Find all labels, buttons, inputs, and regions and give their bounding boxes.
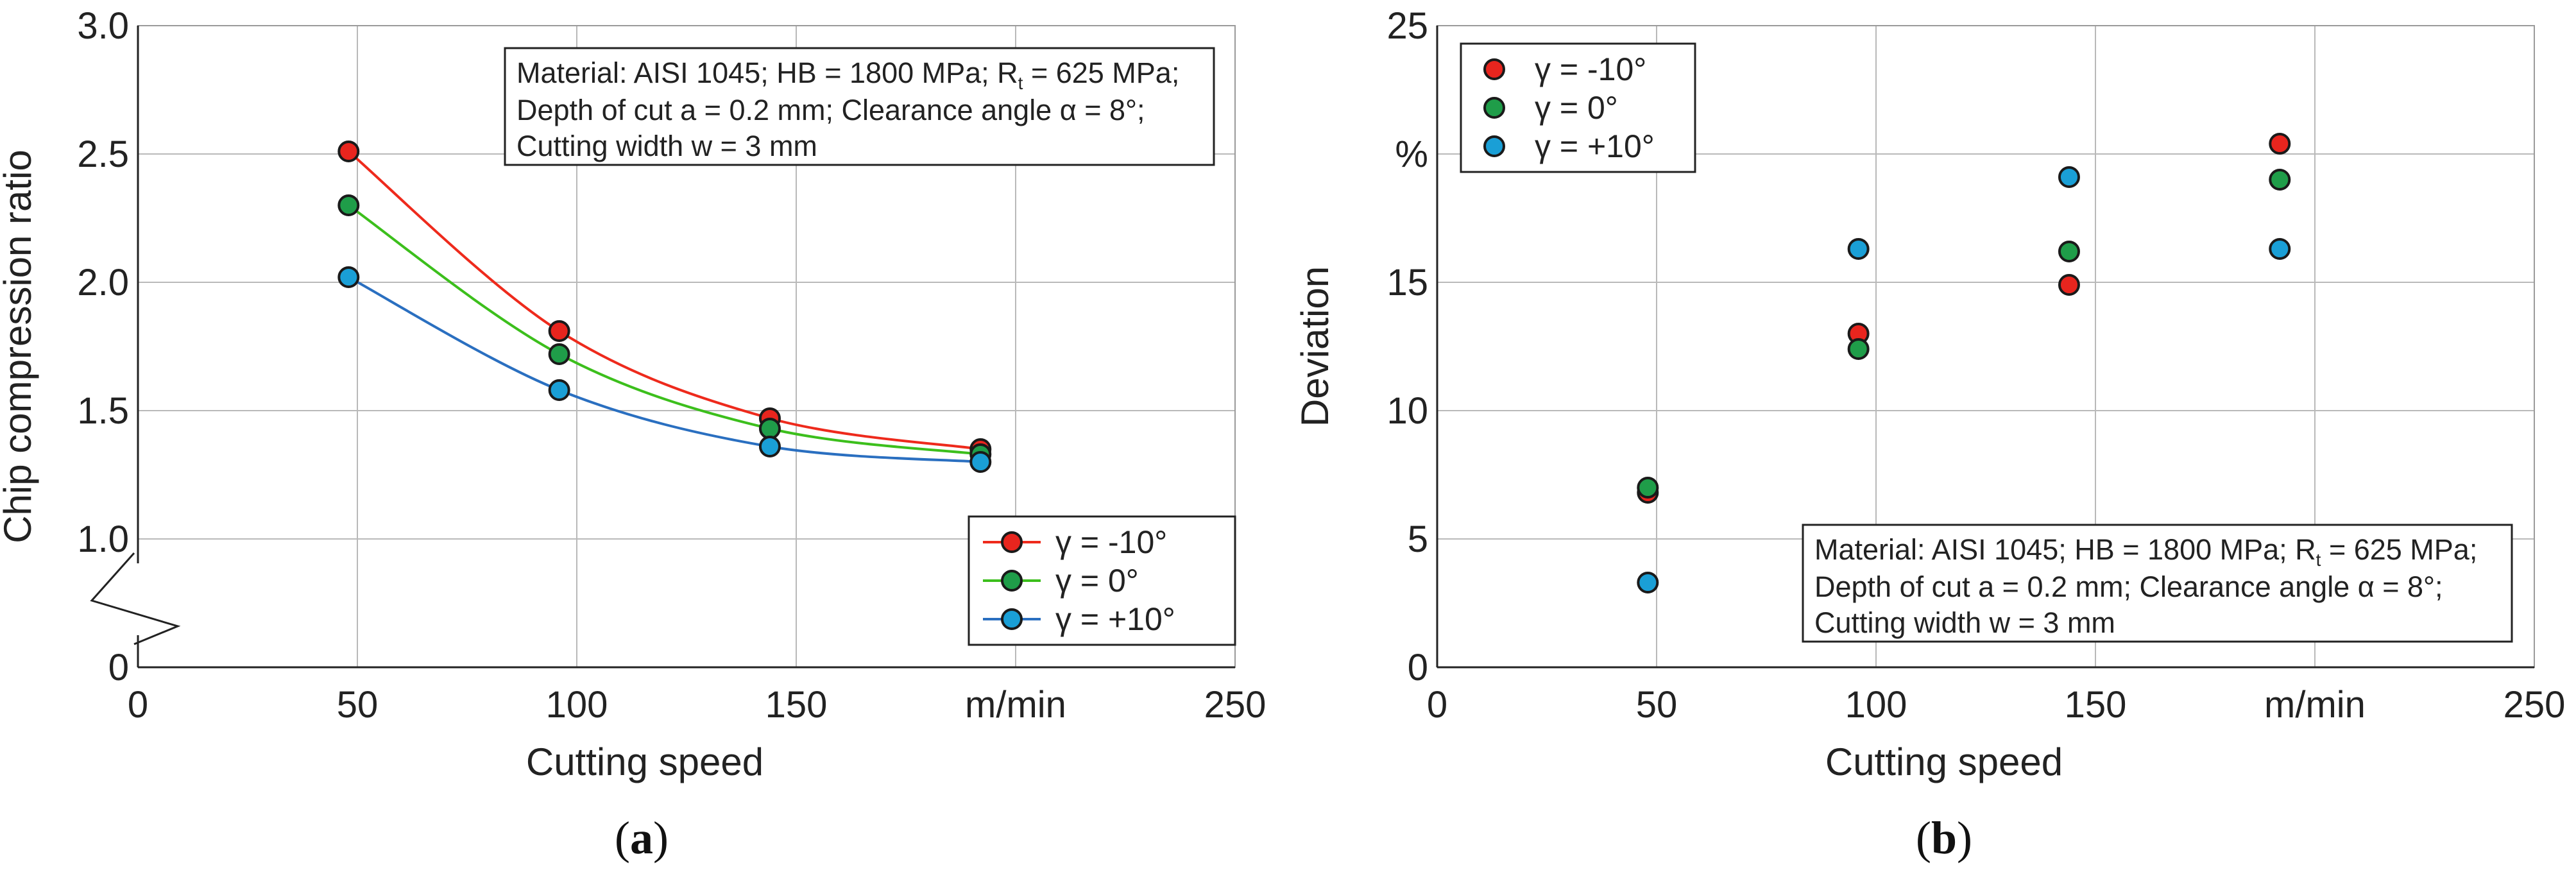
y-tick-label: 1.0 <box>77 518 129 560</box>
annotation-line-1-tail: = 625 MPa; <box>2321 533 2477 566</box>
data-point <box>337 141 360 162</box>
panel-a-chart: 0 50 100 150 m/min 250 0 1.0 1.5 2.0 2.5 3.0 Cutting… <box>0 5 1266 864</box>
data-point <box>1637 477 1659 499</box>
data-point <box>337 266 360 288</box>
caption-letter: b <box>1931 812 1957 864</box>
x-tick-label: 100 <box>1845 684 1907 726</box>
annotation-line-3: Cutting width w = 3 mm <box>1814 606 2115 639</box>
x-tick-label: 0 <box>1427 684 1447 726</box>
x-tick-label: 50 <box>1636 684 1678 726</box>
y-tick-label: % <box>1395 133 1428 175</box>
y-tick-label: 0 <box>108 647 129 688</box>
y-tick-label: 10 <box>1386 390 1428 432</box>
y-axis-label: Deviation <box>1293 266 1336 427</box>
y-tick-label: 25 <box>1386 5 1428 47</box>
series-line <box>348 276 981 463</box>
annotation-subscript: t <box>1018 73 1023 93</box>
caption-open-paren: ( <box>1916 812 1931 864</box>
data-point <box>2058 166 2080 188</box>
x-tick-label: 0 <box>128 684 148 726</box>
data-point <box>758 418 781 440</box>
x-tick-label: 150 <box>765 684 828 726</box>
y-tick-label: 2.5 <box>77 133 129 175</box>
panel-caption: (a) <box>615 812 669 864</box>
annotation-line-1-text: Material: AISI 1045; HB = 1800 MPa; R <box>516 56 1018 89</box>
series-line <box>348 204 981 456</box>
data-point <box>548 379 570 401</box>
x-tick-label: m/min <box>2264 684 2366 726</box>
data-point <box>758 436 781 457</box>
legend-marker <box>1483 58 1505 80</box>
legend-label: γ = +10° <box>1535 128 1655 164</box>
panel-b-chart: 0 50 100 150 m/min 250 0 5 10 15% 25 Cutting speed D… <box>1293 5 2565 864</box>
axis-break-mark <box>90 552 181 645</box>
y-tick-label: 0 <box>1408 647 1428 688</box>
x-tick-label: m/min <box>965 684 1066 726</box>
data-point <box>1637 572 1659 593</box>
legend-marker <box>1483 97 1505 119</box>
data-point <box>548 343 570 365</box>
axis-break-gap <box>134 563 143 635</box>
data-point <box>2269 169 2291 191</box>
data-point <box>548 320 570 342</box>
data-point <box>2269 238 2291 260</box>
annotation-line-1-tail: = 625 MPa; <box>1023 56 1179 89</box>
data-point <box>337 194 360 216</box>
data-point <box>2058 274 2080 296</box>
x-tick-label: 150 <box>2065 684 2127 726</box>
legend-label: γ = 0° <box>1055 563 1139 599</box>
annotation-box <box>504 47 1215 166</box>
annotation-line-1: Material: AISI 1045; HB = 1800 MPa; Rt =… <box>1814 533 2477 570</box>
y-tick-label: 15 <box>1386 262 1428 303</box>
caption-open-paren: ( <box>615 812 630 864</box>
caption-letter: a <box>630 812 653 864</box>
annotation-line-1: Material: AISI 1045; HB = 1800 MPa; Rt =… <box>516 56 1179 93</box>
legend-marker <box>1001 531 1023 553</box>
legend-label: γ = 0° <box>1535 90 1618 126</box>
x-axis-label: Cutting speed <box>526 740 763 783</box>
data-point <box>969 451 992 473</box>
annotation-line-1-text: Material: AISI 1045; HB = 1800 MPa; R <box>1814 533 2316 566</box>
x-tick-label: 50 <box>337 684 379 726</box>
x-axis-label: Cutting speed <box>1825 740 2063 783</box>
y-tick-label: 2.0 <box>77 262 129 303</box>
y-tick-label: 3.0 <box>77 5 129 47</box>
panel-caption: (b) <box>1916 812 1972 864</box>
caption-close-paren: ) <box>1957 812 1972 864</box>
legend-label: γ = +10° <box>1055 601 1175 637</box>
legend-marker <box>1001 570 1023 592</box>
annotation-subscript: t <box>2316 550 2321 570</box>
legend-marker <box>1001 608 1023 630</box>
legend-label: γ = -10° <box>1055 524 1167 560</box>
y-axis-label: Chip compression ratio <box>0 149 39 543</box>
legend-label: γ = -10° <box>1535 51 1646 87</box>
y-tick-label: 5 <box>1408 518 1428 560</box>
data-point <box>2269 133 2291 155</box>
legend-marker <box>1483 135 1505 157</box>
annotation-line-2: Depth of cut a = 0.2 mm; Clearance angle… <box>1814 570 2443 603</box>
annotation-line-3: Cutting width w = 3 mm <box>516 130 817 162</box>
data-point <box>1847 238 1870 260</box>
y-tick-label: 1.5 <box>77 390 129 432</box>
data-point <box>2058 241 2080 262</box>
series-line <box>348 150 981 450</box>
x-tick-label: 250 <box>1204 684 1267 726</box>
annotation-line-2: Depth of cut a = 0.2 mm; Clearance angle… <box>516 94 1145 126</box>
x-tick-label: 250 <box>2503 684 2566 726</box>
x-tick-label: 100 <box>546 684 608 726</box>
data-point <box>1847 338 1870 360</box>
caption-close-paren: ) <box>653 812 669 864</box>
annotation-box <box>1802 524 2513 643</box>
